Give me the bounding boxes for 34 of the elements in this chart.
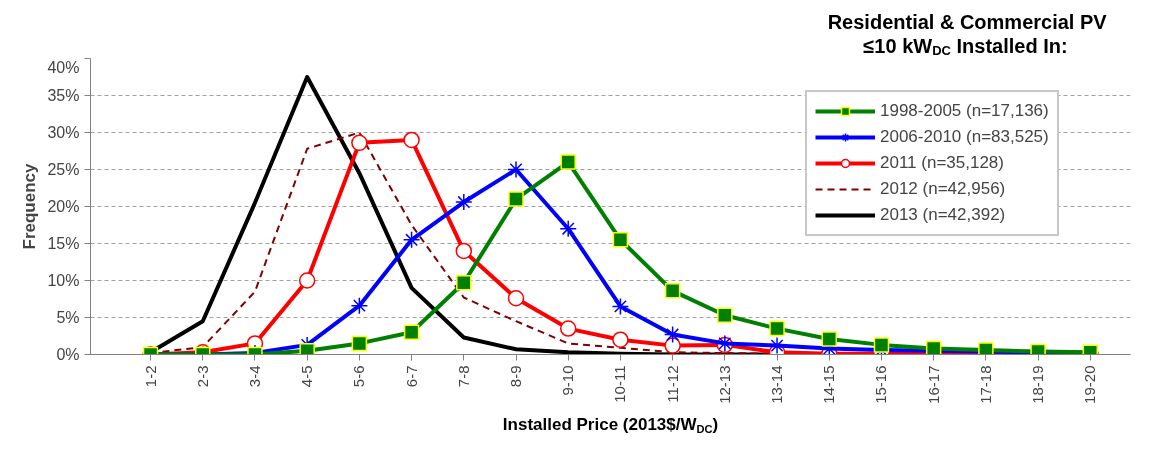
x-tick-label: 17-18 <box>976 365 994 404</box>
legend-label: 2006-2010 (n=83,525) <box>880 126 1049 148</box>
x-tick-label: 8-9 <box>507 365 524 388</box>
x-tick-label: 9-10 <box>559 365 577 396</box>
x-tick-label: 18-19 <box>1029 365 1047 404</box>
legend-label: 1998-2005 (n=17,136) <box>880 100 1049 122</box>
x-tick-label: 12-13 <box>715 365 733 404</box>
x-tick-label: 19-20 <box>1081 365 1099 404</box>
x-tick-label: 5-6 <box>350 365 368 388</box>
x-tick-label: 10-11 <box>611 365 629 403</box>
x-tick-label: 13-14 <box>768 365 786 404</box>
y-axis-title: Frequency <box>20 162 40 250</box>
legend-label: 2012 (n=42,956) <box>880 178 1006 200</box>
y-tick-label: 5% <box>56 309 80 326</box>
y-tick-label: 20% <box>47 198 80 215</box>
x-tick-label: 4-5 <box>298 365 316 388</box>
x-tick-label: 1-2 <box>141 365 159 388</box>
y-tick-label: 10% <box>47 272 80 289</box>
y-tick-label: 0% <box>56 346 80 363</box>
x-tick-label: 14-15 <box>820 365 838 404</box>
x-tick-label: 7-8 <box>454 365 472 388</box>
x-tick-label: 2-3 <box>193 365 211 388</box>
x-tick-label: 15-16 <box>872 365 890 404</box>
y-tick-label: 25% <box>47 161 80 178</box>
legend-label: 2013 (n=42,392) <box>880 204 1006 226</box>
y-tick-label: 40% <box>47 58 80 76</box>
x-tick-label: 3-4 <box>245 365 263 388</box>
y-tick-label: 35% <box>47 87 80 104</box>
x-tick-label: 16-17 <box>924 365 942 404</box>
x-tick-label: 11-12 <box>663 365 681 403</box>
x-tick-label: 6-7 <box>402 365 420 388</box>
legend-label: 2011 (n=35,128) <box>880 152 1004 174</box>
y-tick-label: 30% <box>47 124 80 141</box>
y-tick-label: 15% <box>47 235 80 252</box>
